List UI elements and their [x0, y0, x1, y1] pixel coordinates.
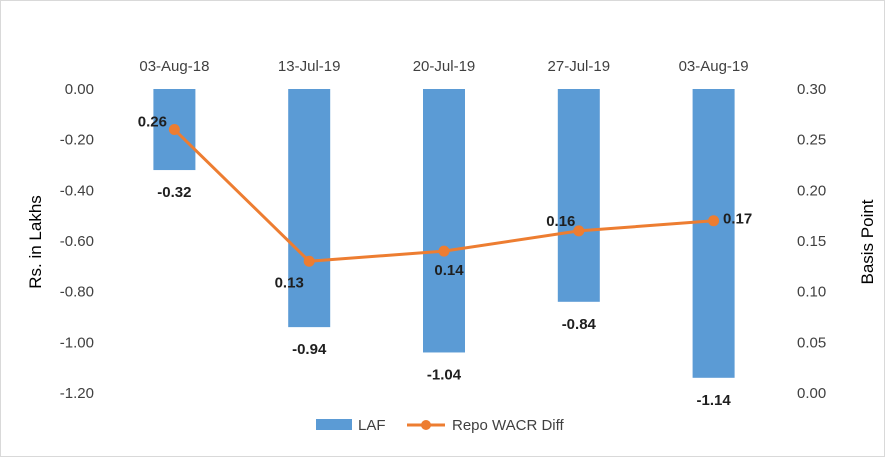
left-axis-title: Rs. in Lakhs: [26, 195, 45, 289]
laf-data-label: -1.04: [427, 366, 462, 383]
repo-wacr-point: [708, 215, 720, 227]
left-tick-label: -1.20: [60, 385, 94, 402]
legend-repo-marker: [421, 420, 431, 430]
right-tick-label: 0.20: [797, 182, 826, 199]
laf-bar: [557, 89, 600, 302]
right-tick-label: 0.05: [797, 334, 826, 351]
category-label: 03-Aug-19: [679, 58, 749, 75]
repo-wacr-point: [438, 245, 450, 257]
left-tick-label: -1.00: [60, 334, 94, 351]
legend: LAF Repo WACR Diff: [316, 417, 565, 434]
labels-layer: -0.32 -0.94 -1.04 -0.84 -1.14 0.26 0.13 0.14 0.1…: [138, 114, 752, 409]
laf-bar: [692, 89, 735, 378]
bars-layer: [153, 89, 735, 378]
laf-data-label: -0.84: [562, 316, 597, 333]
repo-wacr-point: [573, 225, 585, 237]
legend-repo-label: Repo WACR Diff: [452, 417, 565, 434]
axes-layer: 03-Aug-18 13-Jul-19 20-Jul-19 27-Jul-19 03-A…: [60, 58, 826, 402]
legend-laf-swatch: [316, 419, 352, 430]
right-tick-label: 0.15: [797, 233, 826, 250]
left-tick-label: -0.80: [60, 284, 94, 301]
left-tick-label: -0.20: [60, 132, 94, 149]
right-tick-label: 0.30: [797, 81, 826, 98]
left-tick-label: -0.60: [60, 233, 94, 250]
repo-wacr-point: [303, 255, 315, 267]
laf-data-label: -0.32: [157, 184, 191, 201]
repo-wacr-point: [168, 124, 180, 136]
repo-wacr-data-label: 0.16: [546, 213, 575, 230]
category-label: 20-Jul-19: [413, 58, 476, 75]
laf-bar: [288, 89, 331, 328]
right-axis-title: Basis Point: [858, 199, 877, 284]
repo-wacr-data-label: 0.17: [723, 211, 752, 228]
line-layer: [168, 124, 720, 267]
laf-bar: [423, 89, 465, 353]
legend-laf-label: LAF: [358, 417, 386, 434]
right-tick-label: 0.25: [797, 132, 826, 149]
repo-wacr-data-label: 0.13: [275, 274, 304, 291]
category-label: 27-Jul-19: [548, 58, 611, 75]
repo-wacr-data-label: 0.26: [138, 114, 167, 131]
category-label: 03-Aug-18: [139, 58, 209, 75]
laf-data-label: -0.94: [292, 341, 327, 358]
left-tick-label: -0.40: [60, 182, 94, 199]
laf-data-label: -1.14: [696, 392, 731, 409]
left-tick-label: 0.00: [65, 81, 94, 98]
right-tick-label: 0.00: [797, 385, 826, 402]
repo-wacr-data-label: 0.14: [434, 262, 464, 279]
category-label: 13-Jul-19: [278, 58, 341, 75]
right-tick-label: 0.10: [797, 284, 826, 301]
